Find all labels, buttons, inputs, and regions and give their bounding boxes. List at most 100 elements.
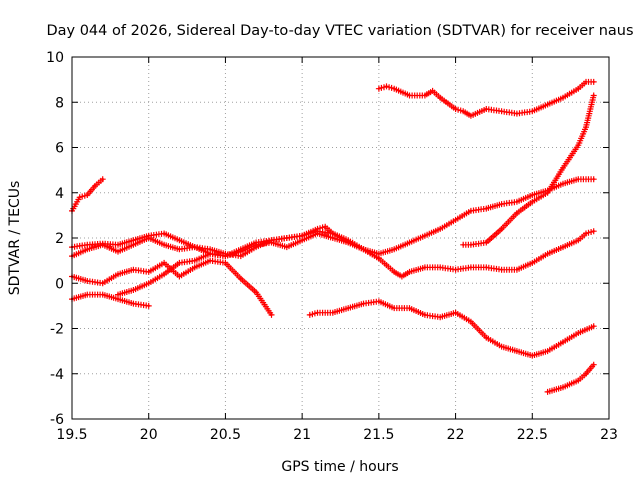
data-point — [515, 211, 519, 215]
data-point — [500, 268, 503, 271]
data-point — [485, 207, 488, 210]
data-point — [116, 273, 120, 276]
data-point — [86, 279, 89, 283]
x-tick-label: 21 — [293, 427, 311, 443]
data-point — [423, 313, 427, 317]
data-point — [101, 282, 104, 285]
data-point — [308, 313, 312, 317]
data-point — [362, 248, 365, 251]
data-point — [408, 241, 411, 244]
data-point — [577, 331, 580, 335]
data-point — [393, 87, 396, 90]
y-tick-label: -2 — [50, 322, 64, 338]
data-point — [439, 266, 442, 269]
data-point — [101, 293, 104, 296]
data-point — [116, 293, 120, 296]
data-point — [239, 250, 242, 253]
data-point — [515, 349, 519, 353]
data-point — [208, 248, 212, 251]
data-point — [592, 230, 595, 233]
series-markers — [375, 78, 597, 119]
x-tick-label: 22 — [447, 427, 465, 443]
data-point — [531, 200, 534, 203]
data-point — [132, 302, 135, 305]
data-point — [439, 96, 442, 99]
data-point — [462, 110, 465, 113]
series-markers — [544, 361, 597, 395]
data-point — [162, 243, 166, 246]
data-point — [393, 248, 396, 251]
data-point — [561, 386, 565, 389]
data-point — [546, 252, 549, 256]
y-tick-label: 6 — [55, 141, 64, 157]
data-point — [531, 110, 534, 113]
data-point — [178, 261, 181, 265]
data-point — [500, 345, 503, 348]
data-point — [193, 245, 196, 249]
data-point — [147, 282, 150, 285]
data-point — [377, 257, 381, 260]
data-point — [546, 349, 549, 353]
series-arc-10 — [544, 361, 597, 395]
data-point — [531, 193, 534, 197]
y-tick-label: 2 — [55, 231, 64, 247]
data-point — [515, 200, 519, 203]
data-point — [178, 275, 181, 278]
chart-title: Day 044 of 2026, Sidereal Day-to-day VTE… — [46, 23, 633, 39]
data-point — [546, 103, 549, 106]
x-tick-label: 20.5 — [210, 427, 241, 443]
data-point — [561, 166, 565, 170]
data-point — [224, 261, 227, 265]
data-point — [531, 261, 534, 265]
data-point — [561, 245, 565, 249]
data-point — [469, 114, 473, 118]
data-point — [462, 243, 465, 246]
y-axis-label: SDTVAR / TECUs — [7, 181, 23, 296]
series-arc-1 — [69, 176, 106, 214]
data-point — [239, 254, 242, 258]
data-point — [147, 304, 150, 308]
data-point — [469, 320, 473, 323]
data-point — [515, 268, 519, 271]
data-point — [346, 241, 350, 244]
data-point — [431, 89, 434, 93]
data-point — [592, 363, 595, 366]
data-point — [577, 239, 580, 242]
data-point — [101, 243, 104, 246]
data-point — [147, 236, 150, 240]
data-point — [592, 177, 595, 181]
data-point — [485, 241, 488, 244]
series-markers — [460, 92, 597, 248]
data-point — [500, 110, 503, 113]
x-tick-label: 21.5 — [363, 427, 394, 443]
y-tick-label: -6 — [50, 412, 64, 428]
data-point — [577, 177, 580, 181]
data-point — [93, 184, 97, 188]
data-point — [270, 241, 273, 244]
data-point — [162, 261, 166, 265]
data-point — [385, 263, 388, 267]
data-point — [385, 85, 388, 88]
data-point — [584, 125, 588, 129]
series-arc-6 — [115, 176, 597, 298]
data-point — [346, 306, 350, 310]
data-point — [408, 270, 411, 274]
data-point — [208, 252, 212, 256]
data-point — [132, 288, 135, 292]
data-point — [239, 277, 242, 280]
data-point — [193, 266, 196, 269]
data-point — [316, 232, 319, 235]
series-arc-5 — [69, 291, 152, 309]
data-point — [254, 243, 258, 246]
data-point — [116, 250, 120, 253]
y-tick-label: 4 — [55, 186, 64, 202]
data-point — [362, 302, 365, 305]
data-point — [270, 313, 273, 317]
data-point — [132, 243, 135, 246]
data-point — [393, 270, 396, 274]
data-point — [147, 270, 150, 274]
data-point — [323, 225, 327, 228]
data-point — [408, 306, 411, 310]
data-point — [577, 87, 580, 90]
